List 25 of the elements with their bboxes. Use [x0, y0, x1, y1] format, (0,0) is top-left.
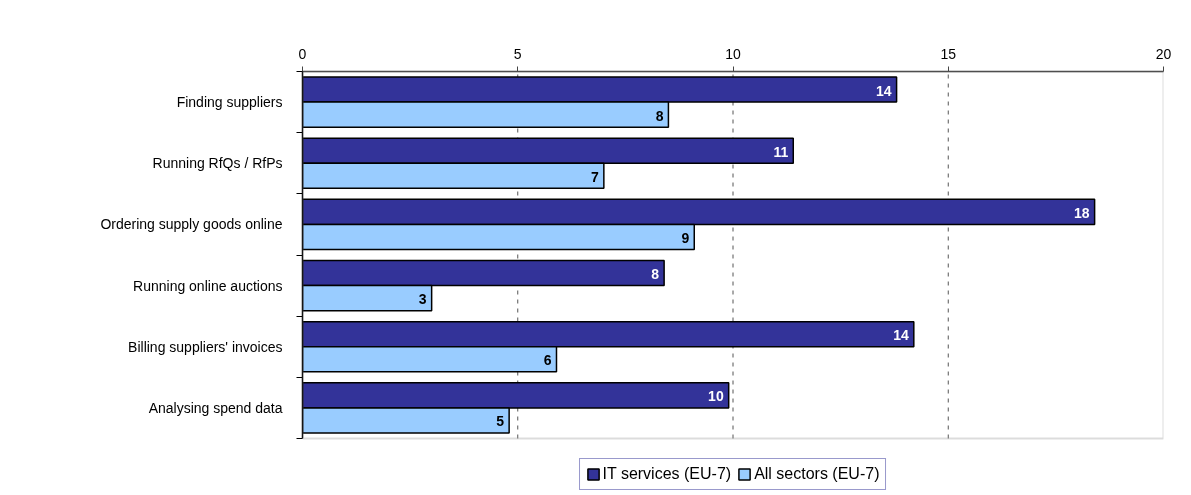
data-label: 8 [655, 107, 664, 124]
data-label: 14 [876, 82, 892, 99]
data-label: 7 [591, 168, 600, 185]
data-label: 10 [708, 388, 724, 405]
y-tick-label: Running RfQs / RfPs [152, 155, 283, 172]
legend-label: All sectors (EU-7) [754, 465, 880, 483]
data-label: 3 [418, 291, 427, 308]
legend-label: IT services (EU-7) [602, 465, 732, 483]
x-tick-label: 10 [725, 45, 741, 62]
y-tick-label: Ordering supply goods online [100, 216, 283, 233]
data-label: 18 [1074, 204, 1090, 221]
data-label: 11 [773, 143, 789, 160]
data-label: 8 [651, 266, 660, 283]
data-label: 6 [543, 352, 552, 369]
x-tick-label: 15 [940, 45, 957, 62]
y-tick-label: Analysing spend data [148, 399, 283, 416]
data-label: 5 [496, 413, 505, 430]
x-tick-label: 5 [513, 45, 522, 62]
y-tick-label: Finding suppliers [176, 94, 283, 111]
y-tick-label: Running online auctions [133, 277, 283, 294]
x-tick-label: 20 [1155, 45, 1172, 62]
x-tick-label: 0 [298, 45, 307, 62]
data-label: 14 [893, 327, 910, 344]
y-tick-label: Billing suppliers' invoices [128, 338, 283, 355]
data-label: 9 [681, 229, 690, 246]
